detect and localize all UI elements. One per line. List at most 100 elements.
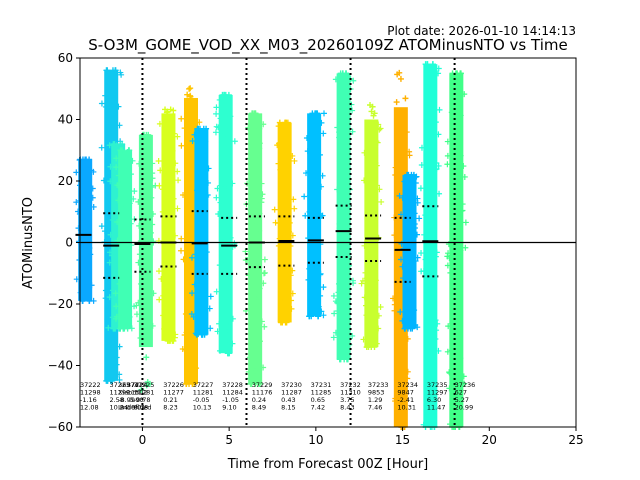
scatter-point <box>434 320 441 327</box>
y-tick-label: −40 <box>48 359 73 373</box>
scatter-point <box>444 152 451 159</box>
scatter-outlier <box>143 354 150 361</box>
orbit-annotation: 37228 11284 -1.05 9.10 <box>222 381 243 412</box>
scatter-point <box>180 256 187 263</box>
scatter-point <box>275 123 282 130</box>
scatter-point <box>433 249 440 256</box>
plot-date: Plot date: 2026-01-10 14:14:13 <box>387 24 576 38</box>
scatter-point <box>426 86 433 93</box>
scatter-point <box>198 293 205 300</box>
scatter-point <box>396 192 403 199</box>
scatter-point <box>418 250 425 257</box>
scatter-point <box>214 328 221 335</box>
scatter-point <box>106 142 113 149</box>
annotation-line: Undefined <box>118 404 151 412</box>
scatter-point <box>116 376 123 383</box>
scatter-point <box>224 284 231 291</box>
scatter-point <box>285 138 292 145</box>
scatter-point <box>371 209 378 216</box>
scatter-point <box>453 123 460 130</box>
scatter-point <box>201 133 208 140</box>
scatter-point <box>260 364 267 371</box>
scatter-point <box>256 227 263 234</box>
scatter-point <box>106 249 113 256</box>
scatter-point <box>426 289 433 296</box>
annotation-line: 11298 <box>80 389 101 397</box>
scatter-point <box>367 156 374 163</box>
scatter-point <box>161 164 168 171</box>
scatter-outlier <box>457 70 464 77</box>
scatter-point <box>225 150 232 157</box>
x-tick-label: 5 <box>225 433 233 447</box>
annotation-line: 37234 <box>397 381 418 389</box>
scatter-point <box>261 256 268 263</box>
scatter-point <box>142 258 149 265</box>
scatter-point <box>189 371 196 378</box>
y-tick-label: −20 <box>48 297 73 311</box>
scatter-point <box>462 244 469 251</box>
statistic-markers <box>75 204 439 283</box>
scatter-point <box>418 161 425 168</box>
scatter-point <box>245 124 252 131</box>
scatter-point <box>201 203 208 210</box>
scatter-point <box>457 112 464 119</box>
scatter-point <box>194 187 201 194</box>
scatter-outlier <box>279 319 286 326</box>
scatter-point <box>397 308 404 315</box>
scatter-point <box>457 152 464 159</box>
scatter-point <box>432 336 439 343</box>
scatter-outlier <box>339 70 346 77</box>
scatter-point <box>450 304 457 311</box>
annotation-line: -8.99 <box>118 396 135 404</box>
scatter-point <box>258 195 265 202</box>
scatter-outlier <box>144 379 151 385</box>
scatter-point <box>113 361 120 368</box>
scatter-outlier <box>120 325 127 332</box>
scatter-point <box>363 302 370 309</box>
scatter-point <box>376 186 383 193</box>
scatter-point <box>120 178 127 185</box>
scatter-point <box>435 347 442 354</box>
annotation-line: 11287 <box>281 389 302 397</box>
annotation-line: 8.23 <box>163 404 177 412</box>
scatter-point <box>160 292 167 299</box>
scatter-point <box>88 282 95 289</box>
scatter-point <box>148 184 155 191</box>
scatter-point <box>406 182 413 189</box>
scatter-point <box>291 157 298 164</box>
scatter-point <box>108 252 115 259</box>
scatter-point <box>305 169 312 176</box>
y-tick-label: 40 <box>58 113 73 127</box>
scatter-point <box>375 121 382 128</box>
scatter-point <box>364 122 371 129</box>
scatter-point <box>335 289 342 296</box>
scatter-point <box>159 208 166 215</box>
scatter-point <box>242 248 249 255</box>
scatter-point <box>397 256 404 263</box>
scatter-point <box>276 140 283 147</box>
scatter-point <box>454 288 461 295</box>
scatter-point <box>156 182 163 189</box>
scatter-point <box>313 181 320 188</box>
scatter-point <box>252 220 259 227</box>
scatter-point <box>407 286 414 293</box>
scatter-point <box>302 212 309 219</box>
scatter-point <box>428 147 435 154</box>
scatter-point <box>280 226 287 233</box>
scatter-point <box>430 209 437 216</box>
scatter-point <box>288 305 295 312</box>
scatter-point <box>229 340 236 347</box>
scatter-point <box>435 65 442 72</box>
scatter-point <box>320 130 327 137</box>
scatter-point <box>161 265 168 272</box>
scatter-point <box>150 290 157 297</box>
scatter-point <box>460 163 467 170</box>
scatter-point <box>77 240 84 247</box>
orbit-scatter-37224 <box>112 147 138 332</box>
annotation-line: 11302 <box>127 389 148 397</box>
scatter-point <box>377 303 384 310</box>
scatter-point <box>404 375 411 382</box>
scatter-point <box>305 276 312 283</box>
scatter-point <box>391 307 398 314</box>
